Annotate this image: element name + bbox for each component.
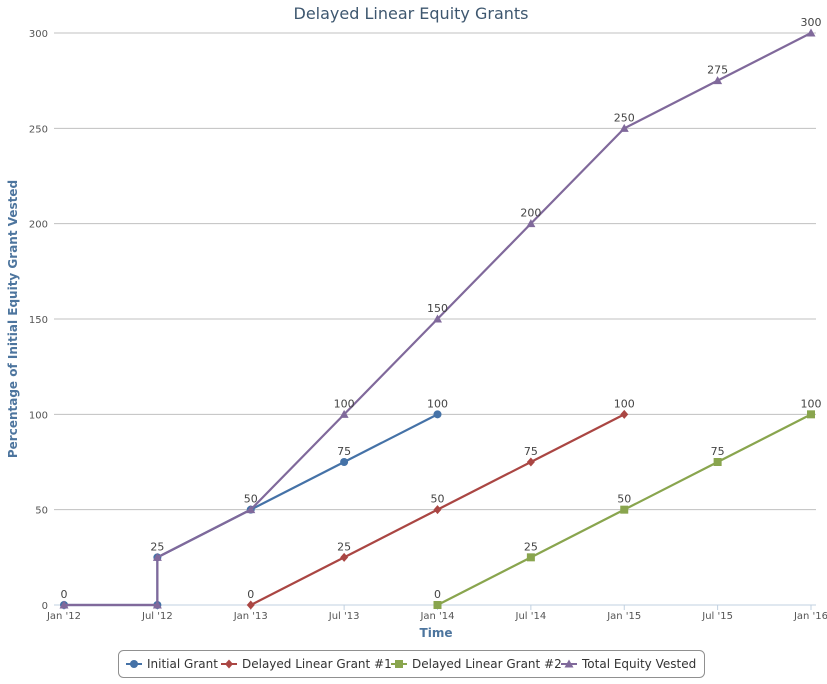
x-tick-label: Jul '14 — [515, 611, 547, 622]
data-point — [246, 505, 256, 514]
data-label: 250 — [614, 111, 635, 124]
data-label: 0 — [61, 588, 68, 601]
data-label: 300 — [801, 16, 822, 29]
data-label: 0 — [434, 588, 441, 601]
data-label: 100 — [614, 397, 635, 410]
legend-item: Total Equity Vested — [561, 657, 696, 671]
data-label: 75 — [524, 445, 538, 458]
data-label: 50 — [431, 493, 445, 506]
y-axis-title: Percentage of Initial Equity Grant Veste… — [6, 180, 20, 458]
data-labels: 0 75 100 0 25 50 75 100 0 25 50 75 100 25 50 100 150 200 2… — [61, 16, 822, 601]
data-point — [246, 600, 255, 610]
x-tick-label: Jan '15 — [606, 611, 641, 622]
data-label: 25 — [150, 540, 164, 553]
data-label: 50 — [244, 493, 258, 506]
legend: Initial Grant Delayed Linear Grant #1 Dela… — [118, 650, 705, 678]
y-tick-label: 150 — [29, 315, 48, 326]
data-point — [395, 660, 403, 668]
data-label: 100 — [427, 397, 448, 410]
data-point — [433, 314, 442, 323]
y-axis-ticks: 0 50 100 150 200 250 300 — [29, 29, 48, 612]
legend-label: Delayed Linear Grant #2 — [412, 657, 562, 671]
x-tick-label: Jul '15 — [701, 611, 733, 622]
series-delayed-linear-grant-1 — [246, 409, 629, 610]
legend-item: Delayed Linear Grant #2 — [391, 657, 562, 671]
data-point — [225, 659, 233, 669]
data-point — [130, 660, 138, 668]
x-tick-label: Jul '13 — [328, 611, 360, 622]
data-point — [526, 553, 535, 562]
data-point — [59, 600, 69, 609]
data-label: 75 — [711, 445, 725, 458]
legend-box — [118, 650, 705, 678]
data-point — [620, 409, 629, 419]
legend-label: Total Equity Vested — [581, 657, 696, 671]
data-label: 0 — [247, 588, 254, 601]
data-label: 75 — [337, 445, 351, 458]
series-lines — [59, 28, 816, 610]
x-tick-label: Jan '13 — [233, 611, 268, 622]
data-point — [152, 552, 162, 561]
series-total-equity-vested — [59, 28, 816, 609]
chart-title: Delayed Linear Equity Grants — [294, 4, 529, 23]
data-point — [526, 457, 535, 467]
y-tick-label: 100 — [29, 410, 48, 421]
y-tick-label: 0 — [42, 601, 48, 612]
data-point — [433, 505, 442, 515]
legend-item: Delayed Linear Grant #1 — [221, 657, 392, 671]
x-tick-label: Jul '12 — [141, 611, 173, 622]
data-point — [713, 76, 723, 85]
data-label: 200 — [520, 207, 541, 220]
data-label: 275 — [707, 64, 728, 77]
legend-item: Initial Grant — [126, 657, 218, 671]
x-axis-ticks: Jan '12 Jul '12 Jan '13 Jul '13 Jan '14 Jul '… — [46, 604, 827, 622]
data-label: 150 — [427, 302, 448, 315]
x-axis-title: Time — [420, 626, 453, 640]
series-delayed-linear-grant-2 — [433, 410, 815, 609]
data-point — [526, 219, 536, 228]
data-label: 25 — [524, 540, 538, 553]
data-point — [433, 601, 442, 609]
data-point — [152, 600, 162, 609]
legend-label: Initial Grant — [147, 657, 218, 671]
data-point — [564, 659, 574, 668]
data-point — [619, 123, 629, 132]
data-point — [806, 28, 816, 37]
data-label: 100 — [801, 397, 822, 410]
data-label: 100 — [334, 397, 355, 410]
data-label: 25 — [337, 540, 351, 553]
x-tick-label: Jan '16 — [793, 611, 827, 622]
data-label: 50 — [617, 493, 631, 506]
data-point — [433, 410, 442, 419]
x-tick-label: Jan '14 — [419, 611, 454, 622]
legend-label: Delayed Linear Grant #1 — [242, 657, 392, 671]
data-point — [340, 458, 349, 466]
data-point — [339, 409, 349, 418]
data-point — [807, 410, 815, 419]
data-point — [620, 505, 629, 514]
y-tick-label: 50 — [35, 506, 48, 517]
y-tick-label: 250 — [29, 124, 48, 135]
data-point — [340, 552, 349, 562]
series-line — [64, 32, 812, 607]
data-point — [713, 458, 722, 466]
y-tick-label: 300 — [29, 29, 48, 40]
x-tick-label: Jan '12 — [46, 611, 81, 622]
y-tick-label: 200 — [29, 220, 48, 231]
